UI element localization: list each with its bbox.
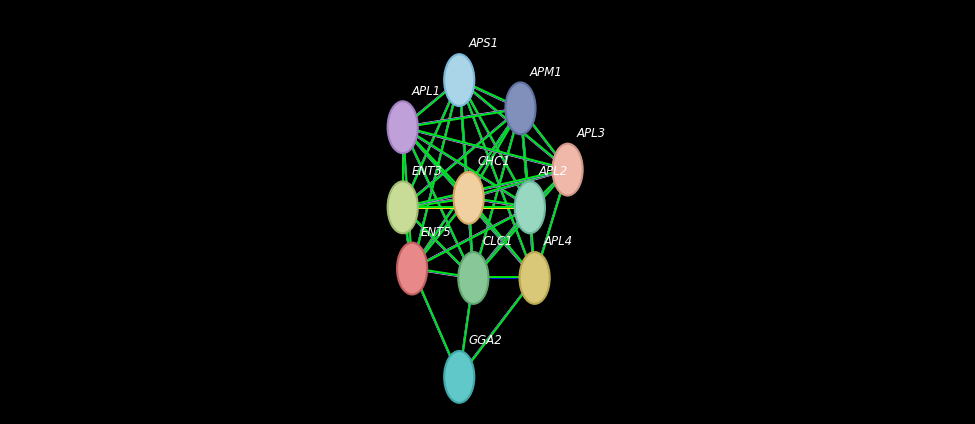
Text: ENT5: ENT5 — [421, 226, 452, 239]
Ellipse shape — [520, 252, 550, 304]
Ellipse shape — [505, 82, 535, 134]
Ellipse shape — [458, 252, 488, 304]
Ellipse shape — [553, 144, 583, 195]
Text: ENT3: ENT3 — [411, 165, 443, 178]
Text: CHC1: CHC1 — [478, 155, 511, 168]
Text: APL3: APL3 — [576, 127, 605, 140]
Ellipse shape — [453, 172, 484, 224]
Ellipse shape — [388, 181, 417, 233]
Text: APM1: APM1 — [529, 66, 563, 79]
Text: APL4: APL4 — [544, 235, 572, 248]
Ellipse shape — [515, 181, 545, 233]
Text: GGA2: GGA2 — [468, 334, 502, 347]
Text: APL1: APL1 — [411, 84, 441, 98]
Ellipse shape — [388, 101, 417, 153]
Text: APS1: APS1 — [468, 37, 498, 50]
Ellipse shape — [397, 243, 427, 294]
Ellipse shape — [445, 351, 474, 403]
Text: CLC1: CLC1 — [483, 235, 513, 248]
Ellipse shape — [445, 54, 474, 106]
Text: APL2: APL2 — [539, 165, 568, 178]
